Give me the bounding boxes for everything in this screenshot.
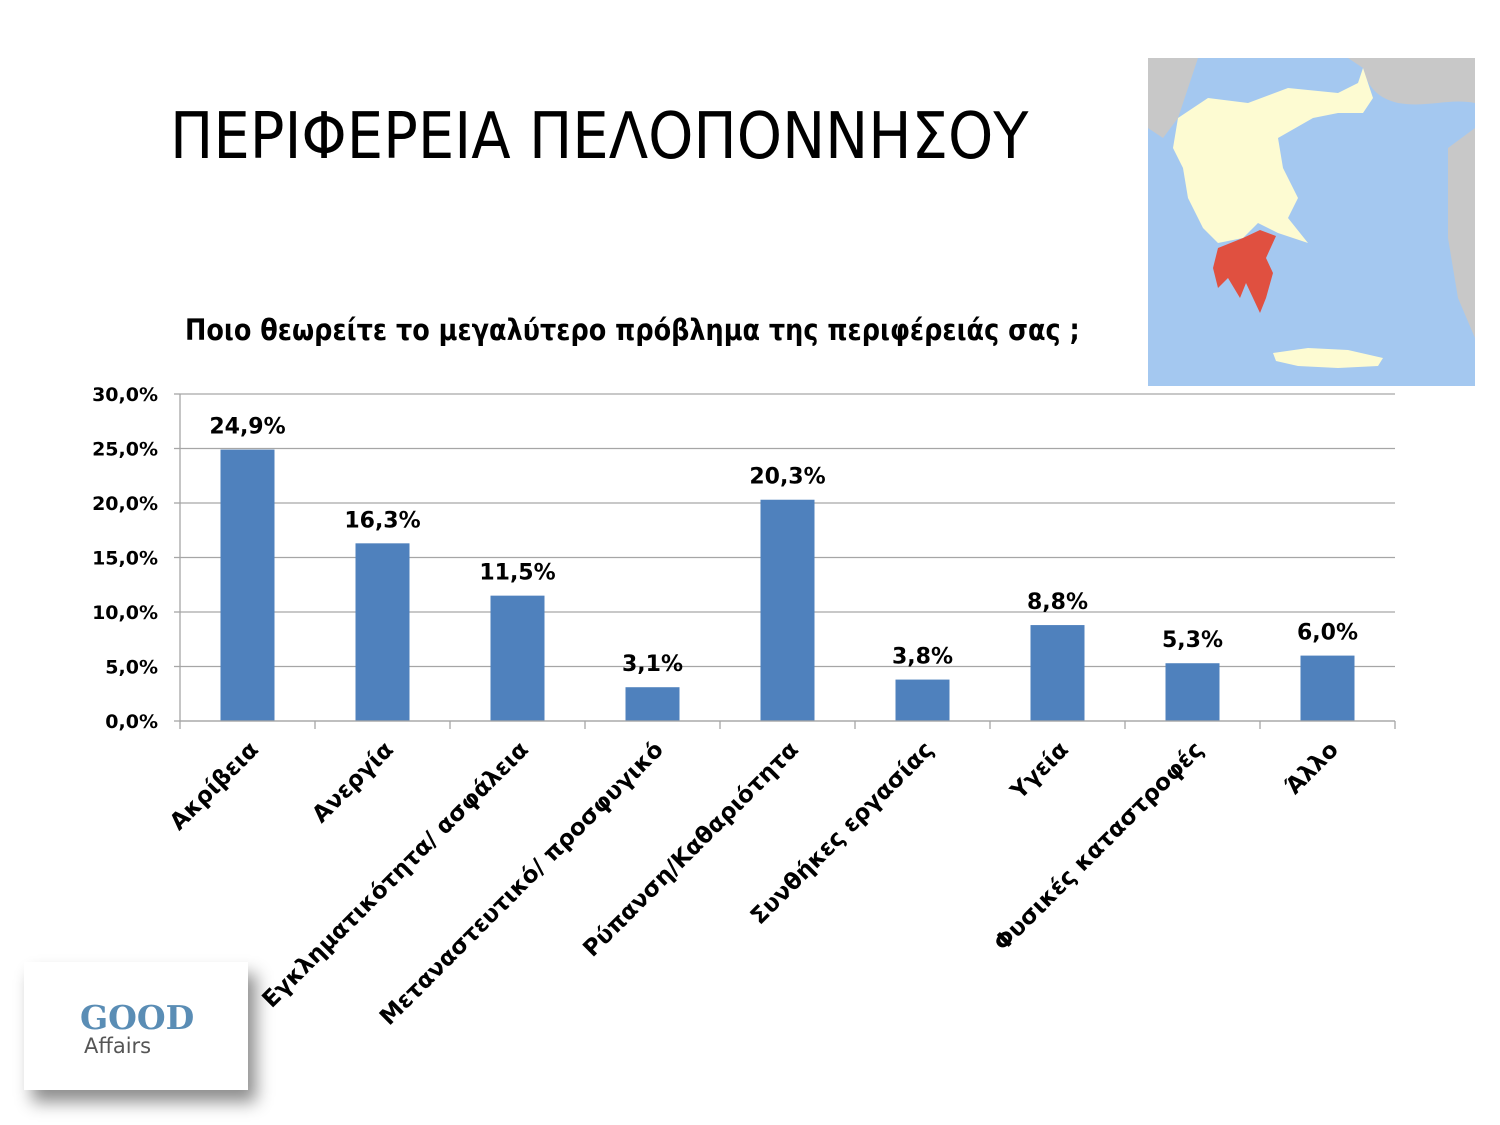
slide-title: ΠΕΡΙΦΕΡΕΙΑ ΠΕΛΟΠΟΝΝΗΣΟΥ [170,100,1029,174]
chart-subtitle: Ποιο θεωρείτε το μεγαλύτερο πρόβλημα της… [185,313,1080,347]
y-tick-label: 15,0% [92,548,158,570]
x-tick-label: Άλλο [1281,737,1344,800]
y-axis: 0,0% 5,0% 10,0% 15,0% 20,0% 25,0% 30,0% [92,384,181,733]
map-neighbor-land [1148,58,1475,338]
bar [1030,625,1085,721]
map-peloponnese [1213,230,1276,313]
data-label: 6,0% [1297,621,1358,646]
x-tick-label: Ανεργία [307,737,398,828]
data-label: 24,9% [209,415,285,440]
data-label: 16,3% [344,508,420,533]
y-tick-label: 20,0% [92,493,158,515]
data-label: 8,8% [1027,590,1088,615]
map-greece-mainland [1173,68,1373,243]
data-label: 20,3% [749,465,825,490]
bar [1165,663,1220,721]
bars: 24,9% 16,3% 11,5% 3,1% 20,3% 3,8% 8,8% 5,3% 6,0% [209,415,1358,721]
data-label: 11,5% [479,561,555,586]
y-tick-label: 25,0% [92,439,158,461]
bar [895,679,950,721]
bar [490,595,545,721]
bar [760,499,815,721]
y-tick-label: 0,0% [105,711,158,733]
map-crete [1273,348,1383,368]
bar [625,687,680,721]
x-tick-label: Ρύπανση/Καθαριότητα [578,737,803,962]
bar [1300,655,1355,721]
greece-map-image [1148,58,1475,386]
x-tick-label: Ακρίβεια [165,737,264,836]
data-label: 3,1% [622,652,683,677]
logo-text-good: GOOD [80,998,195,1037]
y-tick-label: 30,0% [92,384,158,406]
logo-text-affairs: Affairs [84,1034,152,1058]
good-affairs-logo: GOOD Affairs [24,962,248,1090]
data-label: 3,8% [892,645,953,670]
x-tick-label: Υγεία [1005,737,1074,806]
bar [220,449,275,721]
y-tick-label: 10,0% [92,602,158,624]
data-label: 5,3% [1162,628,1223,653]
x-tick-label: Εγκληματικότητα/ ασφάλεια [257,737,533,1013]
bar [355,543,410,721]
x-tick-label: Μεταναστευτικό/ προσφυγικό [375,737,669,1031]
y-tick-label: 5,0% [105,657,158,679]
